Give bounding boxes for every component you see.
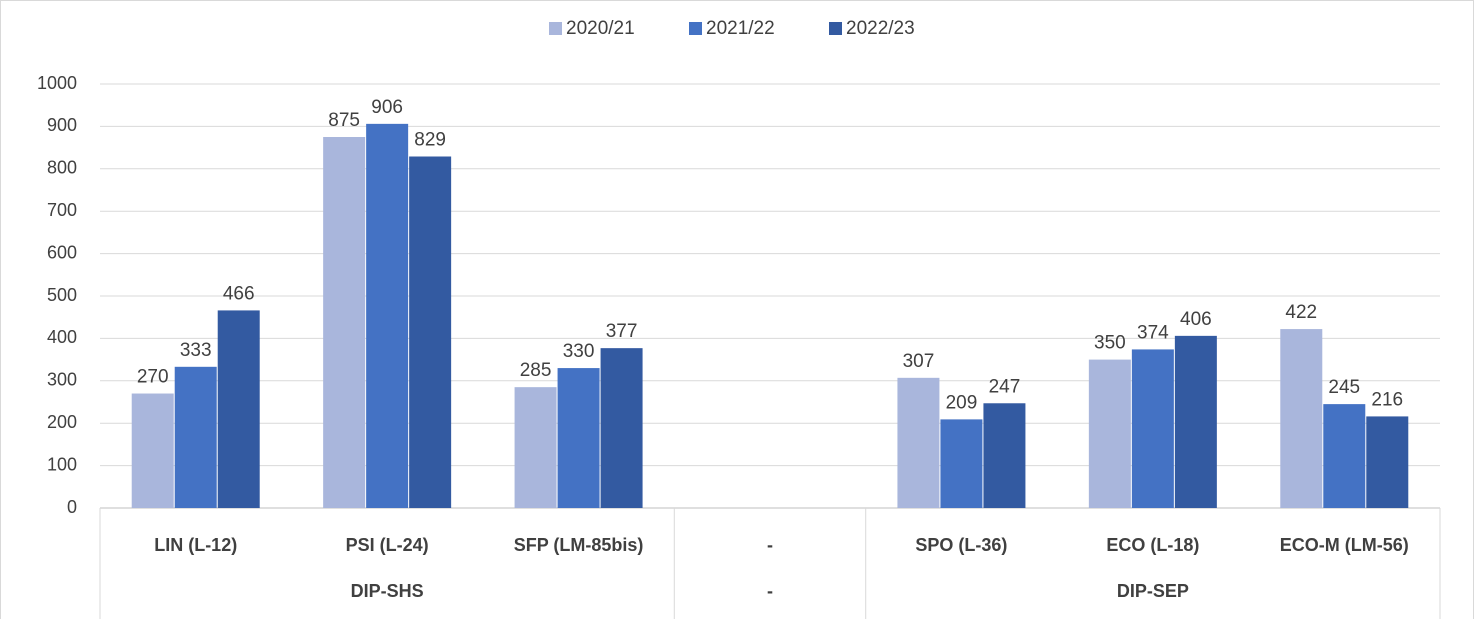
y-tick-label: 1000 xyxy=(37,73,77,93)
bar xyxy=(217,310,260,508)
y-tick-label: 300 xyxy=(47,370,77,390)
data-label: 245 xyxy=(1328,377,1360,398)
bar xyxy=(323,137,366,508)
data-label: 406 xyxy=(1180,309,1212,330)
data-label: 374 xyxy=(1137,322,1169,343)
group-label: - xyxy=(767,581,773,601)
bar xyxy=(557,368,600,508)
bar xyxy=(897,377,940,508)
data-label: 330 xyxy=(563,341,595,362)
data-label: 307 xyxy=(903,351,935,372)
legend-label: 2020/21 xyxy=(566,18,635,39)
bar xyxy=(366,123,409,508)
x-tick-label: - xyxy=(767,535,773,555)
bar xyxy=(1280,329,1323,508)
y-tick-label: 500 xyxy=(47,285,77,305)
y-tick-label: 900 xyxy=(47,115,77,135)
bar xyxy=(514,387,557,508)
x-tick-label: ECO-M (LM-56) xyxy=(1280,535,1409,555)
data-label: 350 xyxy=(1094,333,1126,354)
data-label: 285 xyxy=(520,360,552,381)
bar xyxy=(174,366,217,508)
bar xyxy=(1174,335,1217,508)
bar xyxy=(1088,359,1131,508)
group-label: DIP-SHS xyxy=(351,581,424,601)
y-tick-label: 200 xyxy=(47,412,77,432)
y-tick-label: 0 xyxy=(67,497,77,517)
data-label: 906 xyxy=(371,97,403,118)
group-label: DIP-SEP xyxy=(1117,581,1189,601)
bar xyxy=(600,348,643,508)
bar xyxy=(1366,416,1409,508)
data-label: 875 xyxy=(328,110,360,131)
bar xyxy=(409,156,452,508)
data-label: 829 xyxy=(414,130,446,151)
legend-label: 2022/23 xyxy=(846,18,915,39)
bar xyxy=(131,393,174,508)
data-label: 216 xyxy=(1371,389,1403,410)
data-label: 247 xyxy=(989,376,1021,397)
legend-label: 2021/22 xyxy=(706,18,775,39)
data-label: 333 xyxy=(180,340,212,361)
y-tick-label: 400 xyxy=(47,327,77,347)
y-tick-label: 800 xyxy=(47,158,77,178)
legend-swatch xyxy=(549,22,562,35)
y-tick-label: 700 xyxy=(47,200,77,220)
bar xyxy=(940,419,983,508)
data-label: 466 xyxy=(223,283,255,304)
y-tick-label: 600 xyxy=(47,242,77,262)
data-label: 422 xyxy=(1285,302,1317,323)
bar xyxy=(1131,349,1174,508)
legend-swatch xyxy=(689,22,702,35)
x-tick-label: ECO (L-18) xyxy=(1106,535,1199,555)
data-label: 270 xyxy=(137,367,169,388)
x-tick-label: LIN (L-12) xyxy=(154,535,237,555)
data-label: 377 xyxy=(606,321,638,342)
legend-swatch xyxy=(829,22,842,35)
bar xyxy=(983,403,1026,508)
y-tick-label: 100 xyxy=(47,454,77,474)
x-tick-label: PSI (L-24) xyxy=(346,535,429,555)
x-tick-label: SPO (L-36) xyxy=(915,535,1007,555)
bar xyxy=(1323,404,1366,508)
x-tick-label: SFP (LM-85bis) xyxy=(514,535,644,555)
data-label: 209 xyxy=(946,392,978,413)
